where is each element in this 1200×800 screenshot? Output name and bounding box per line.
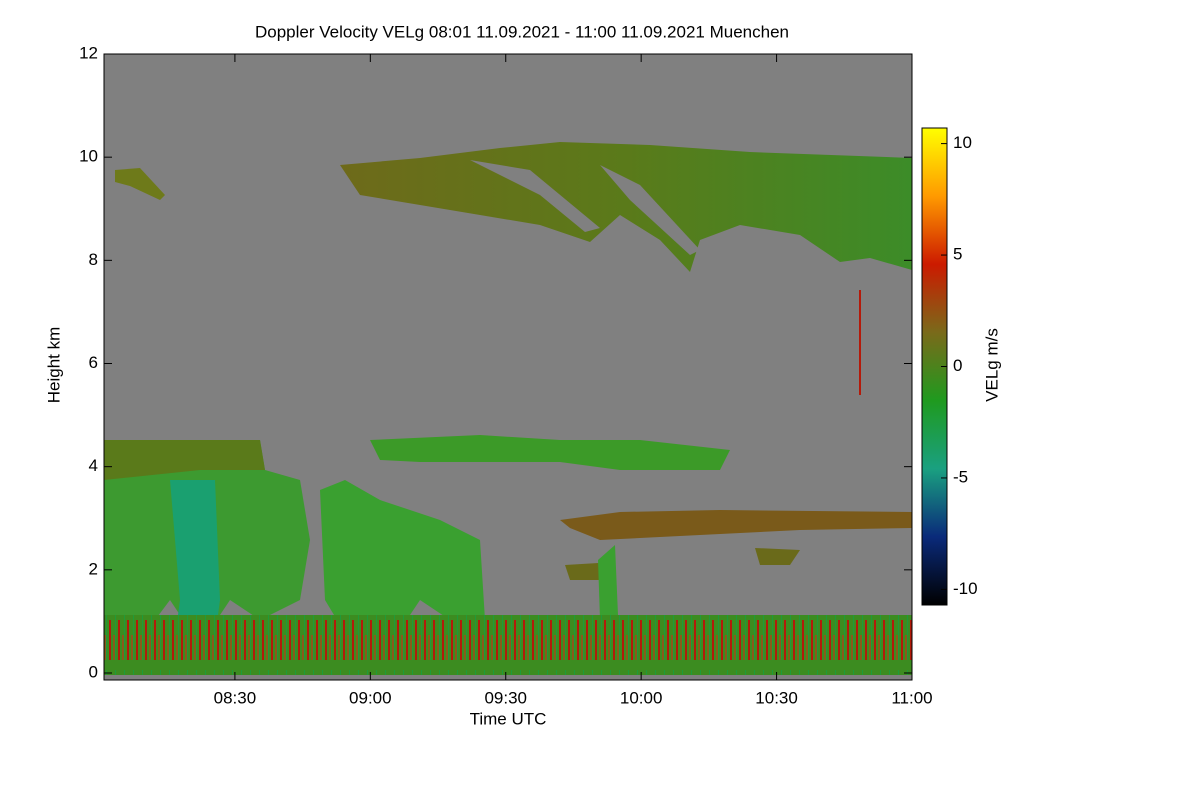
- colorbar-tick-label: 10: [953, 133, 972, 152]
- y-tick-label: 10: [79, 147, 98, 166]
- x-tick-label: 10:00: [620, 688, 663, 707]
- y-tick-label: 6: [89, 353, 98, 372]
- plot-frame: [103, 53, 913, 681]
- colorbar-label: VELg m/s: [982, 328, 1001, 402]
- x-tick-label: 09:00: [349, 688, 392, 707]
- x-tick-label: 10:30: [755, 688, 798, 707]
- y-tick-label: 4: [89, 456, 98, 475]
- colorbar-tick-label: 5: [953, 245, 962, 264]
- colorbar-tick-label: -5: [953, 467, 968, 486]
- y-tick-label: 12: [79, 43, 98, 62]
- colorbar-tick-label: 0: [953, 356, 962, 375]
- y-axis-label: Height km: [44, 327, 63, 404]
- x-axis-label: Time UTC: [470, 709, 547, 728]
- y-tick-label: 0: [89, 662, 98, 681]
- heatmap-field: [104, 54, 912, 680]
- x-tick-label: 09:30: [484, 688, 527, 707]
- x-tick-label: 08:30: [214, 688, 257, 707]
- chart-title: Doppler Velocity VELg 08:01 11.09.2021 -…: [255, 22, 789, 41]
- y-tick-label: 2: [89, 559, 98, 578]
- y-tick-label: 8: [89, 250, 98, 269]
- colorbar-tick-label: -10: [953, 579, 978, 598]
- x-tick-label: 11:00: [891, 688, 932, 707]
